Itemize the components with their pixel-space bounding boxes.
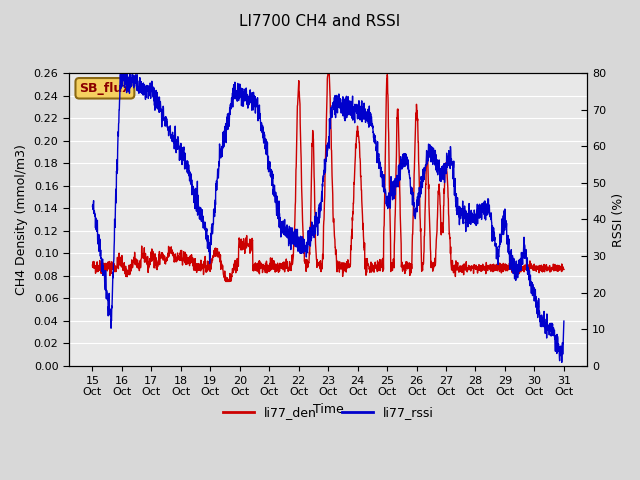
- Line: li77_den: li77_den: [92, 63, 564, 281]
- Y-axis label: CH4 Density (mmol/m3): CH4 Density (mmol/m3): [15, 144, 28, 295]
- X-axis label: Time: Time: [313, 403, 344, 416]
- Text: SB_flux: SB_flux: [79, 82, 131, 95]
- Legend: li77_den, li77_rssi: li77_den, li77_rssi: [218, 401, 439, 424]
- Y-axis label: RSSI (%): RSSI (%): [612, 192, 625, 247]
- Text: LI7700 CH4 and RSSI: LI7700 CH4 and RSSI: [239, 14, 401, 29]
- Line: li77_rssi: li77_rssi: [92, 66, 564, 362]
